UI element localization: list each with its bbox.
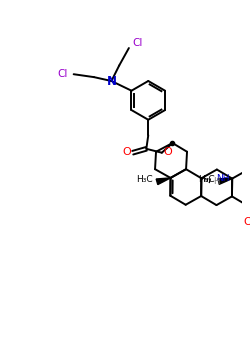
Text: O: O xyxy=(243,217,250,227)
Text: Cl: Cl xyxy=(58,69,68,79)
Text: H: H xyxy=(213,177,219,186)
Polygon shape xyxy=(218,178,232,184)
Text: O: O xyxy=(163,147,172,157)
Text: N: N xyxy=(106,75,117,88)
Text: Cl: Cl xyxy=(132,38,143,48)
Polygon shape xyxy=(156,178,170,184)
Text: NH: NH xyxy=(216,174,229,183)
Text: H₃C: H₃C xyxy=(136,175,153,184)
Text: H₃C: H₃C xyxy=(198,175,214,184)
Text: O: O xyxy=(122,147,131,157)
